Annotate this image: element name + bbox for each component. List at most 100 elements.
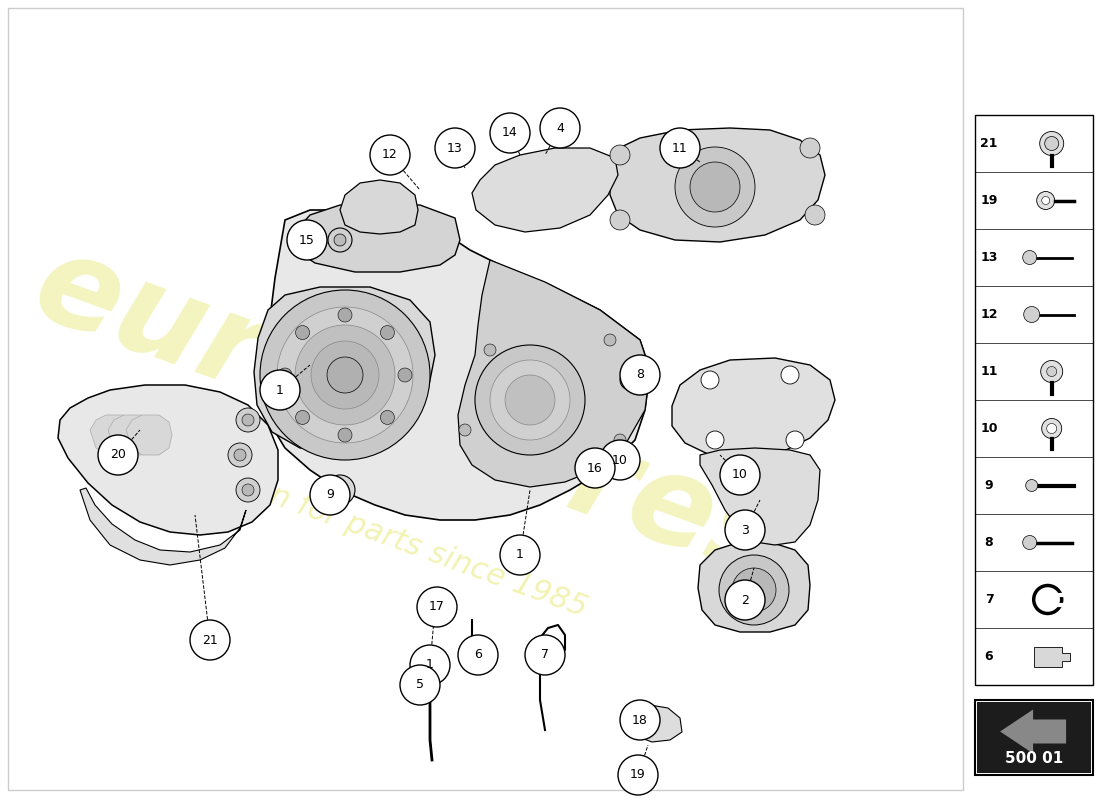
Circle shape [725,510,764,550]
Text: 21: 21 [202,634,218,646]
Circle shape [311,341,379,409]
Text: 1: 1 [426,658,433,671]
Circle shape [1036,191,1055,210]
Circle shape [338,428,352,442]
Circle shape [1023,535,1036,550]
Circle shape [525,635,565,675]
Polygon shape [610,128,825,242]
Circle shape [578,462,593,478]
Circle shape [458,635,498,675]
Bar [975,700,1093,775]
Polygon shape [254,287,434,450]
Circle shape [781,366,799,384]
Circle shape [1024,306,1040,322]
Circle shape [1045,137,1058,150]
Text: 20: 20 [110,449,125,462]
Polygon shape [108,415,154,455]
Circle shape [620,370,640,390]
Text: 6: 6 [984,650,993,663]
Bar [975,115,1093,685]
Text: 9: 9 [326,489,334,502]
Circle shape [190,620,230,660]
Circle shape [333,483,346,497]
Circle shape [610,145,630,165]
Text: 500 01: 500 01 [1005,751,1063,766]
Circle shape [604,334,616,346]
Circle shape [719,555,789,625]
Circle shape [228,443,252,467]
Circle shape [260,290,430,460]
Circle shape [296,410,309,425]
Polygon shape [90,415,136,455]
Circle shape [242,484,254,496]
Circle shape [234,449,246,461]
Circle shape [381,410,395,425]
Circle shape [490,360,570,440]
Circle shape [1047,423,1057,434]
Circle shape [701,371,719,389]
Circle shape [732,568,775,612]
Text: 15: 15 [299,234,315,246]
Circle shape [690,162,740,212]
Circle shape [540,108,580,148]
Circle shape [1025,479,1037,491]
Polygon shape [700,448,820,545]
Circle shape [324,475,355,505]
Circle shape [434,128,475,168]
Circle shape [1023,250,1036,265]
Text: 11: 11 [672,142,688,154]
Text: 12: 12 [382,149,398,162]
Polygon shape [1034,646,1069,666]
Circle shape [620,355,660,395]
Circle shape [620,700,660,740]
Circle shape [236,408,260,432]
Circle shape [1041,361,1063,382]
Circle shape [398,368,412,382]
Circle shape [660,128,700,168]
Bar [977,702,1091,773]
Circle shape [417,587,456,627]
Text: a passion for parts since 1985: a passion for parts since 1985 [148,438,592,622]
Circle shape [296,326,309,339]
Text: 18: 18 [632,714,648,726]
Text: 11: 11 [980,365,998,378]
Circle shape [278,368,292,382]
Circle shape [600,440,640,480]
Polygon shape [292,205,460,272]
Text: 13: 13 [447,142,463,154]
Polygon shape [126,415,172,455]
Circle shape [242,414,254,426]
Circle shape [1042,197,1049,205]
Text: 6: 6 [474,649,482,662]
Circle shape [500,535,540,575]
Circle shape [400,665,440,705]
Circle shape [610,210,630,230]
Circle shape [334,234,346,246]
Text: 3: 3 [741,523,749,537]
Circle shape [1047,366,1057,377]
Circle shape [462,638,482,658]
Text: 2: 2 [741,594,749,606]
Text: 9: 9 [984,479,993,492]
Text: 16: 16 [587,462,603,474]
Circle shape [295,325,395,425]
Polygon shape [1000,710,1066,754]
Text: 17: 17 [429,601,444,614]
Circle shape [410,645,450,685]
Text: 10: 10 [733,469,748,482]
Polygon shape [262,210,650,520]
Text: eurospares: eurospares [18,223,802,607]
Text: 7: 7 [984,593,993,606]
Text: 10: 10 [612,454,628,466]
Polygon shape [627,705,682,742]
Circle shape [484,344,496,356]
Circle shape [800,138,820,158]
Text: 1: 1 [516,549,524,562]
Circle shape [1042,418,1062,438]
Circle shape [1040,131,1064,155]
Bar [8,8,962,790]
Circle shape [505,375,556,425]
Circle shape [614,434,626,446]
Text: 12: 12 [980,308,998,321]
Circle shape [475,345,585,455]
